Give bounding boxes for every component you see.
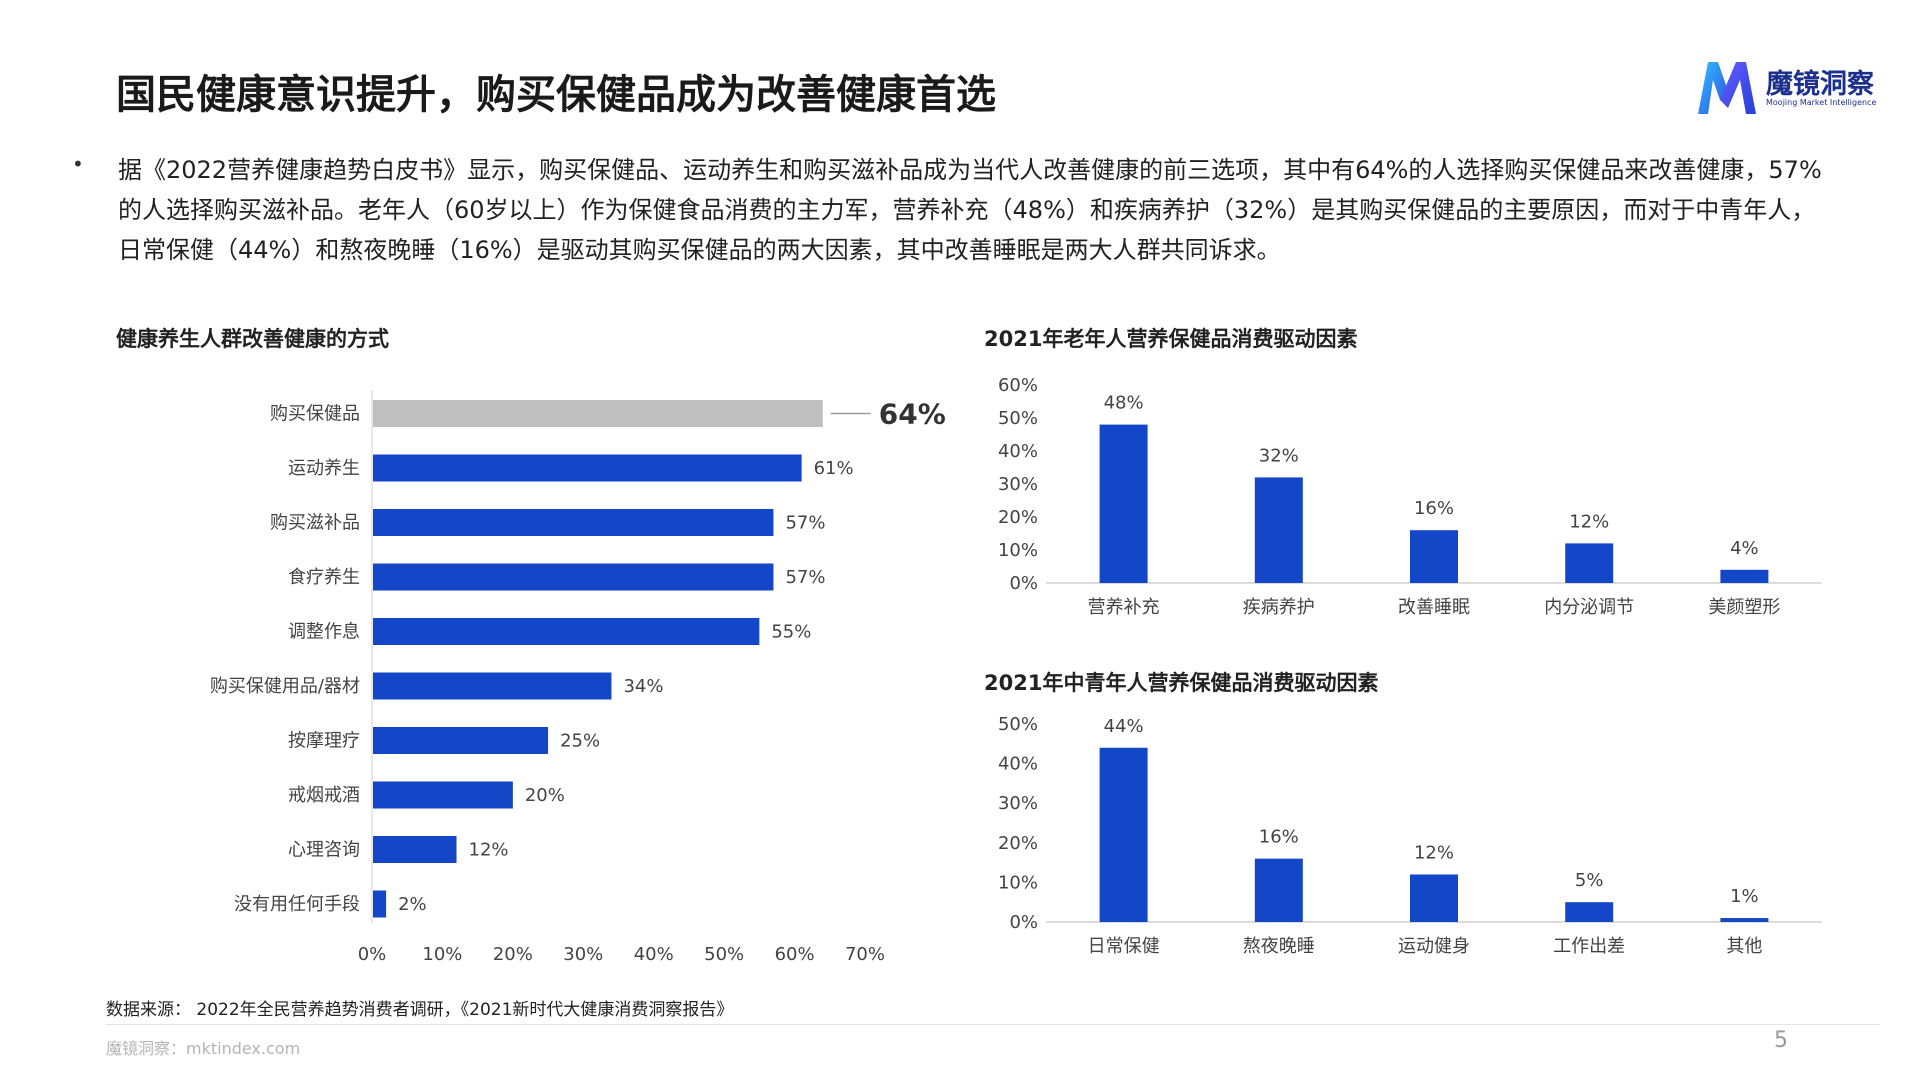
data-label: 32%	[1259, 445, 1299, 466]
bar	[1254, 858, 1303, 922]
category-label: 其他	[1726, 936, 1762, 957]
logo-subtitle: Moojing Market Intelligence	[1766, 98, 1877, 107]
data-label: 34%	[623, 676, 663, 697]
data-label: 48%	[1104, 393, 1144, 414]
bar	[373, 836, 457, 863]
x-tick-label: 0%	[358, 944, 387, 965]
bar	[1254, 477, 1303, 583]
category-label: 心理咨询	[288, 840, 360, 861]
data-label: 57%	[785, 513, 825, 534]
category-label: 美颜塑形	[1708, 597, 1780, 618]
data-label: 20%	[525, 785, 565, 806]
footer-divider	[106, 1024, 1880, 1025]
bar	[373, 563, 774, 591]
category-label: 运动健身	[1398, 936, 1470, 957]
category-label: 戒烟戒酒	[288, 785, 360, 806]
bar	[373, 890, 387, 918]
data-label: 12%	[1414, 842, 1454, 863]
bar	[373, 454, 802, 482]
category-label: 运动养生	[288, 458, 360, 479]
x-tick-label: 20%	[493, 944, 533, 965]
category-label: 按摩理疗	[288, 731, 360, 752]
x-tick-label: 70%	[845, 944, 885, 965]
y-tick-label: 60%	[998, 375, 1038, 396]
x-tick-label: 30%	[563, 944, 603, 965]
y-tick-label: 20%	[998, 833, 1038, 854]
y-tick-label: 10%	[998, 540, 1038, 561]
category-label: 调整作息	[288, 622, 360, 643]
bar	[1565, 543, 1614, 583]
y-tick-label: 50%	[998, 714, 1038, 735]
category-label: 日常保健	[1088, 936, 1160, 957]
data-label: 12%	[1569, 511, 1609, 532]
y-tick-label: 20%	[998, 507, 1038, 528]
data-label: 4%	[1730, 538, 1759, 559]
category-label: 购买滋补品	[270, 513, 360, 534]
data-label: 61%	[814, 458, 854, 479]
summary-paragraph: 据《2022营养健康趋势白皮书》显示，购买保健品、运动养生和购买滋补品成为当代人…	[118, 156, 1822, 264]
data-label: 64%	[879, 398, 946, 431]
page-title: 国民健康意识提升，购买保健品成为改善健康首选	[116, 72, 996, 118]
y-tick-label: 0%	[1009, 573, 1038, 594]
y-tick-label: 10%	[998, 872, 1038, 893]
y-tick-label: 40%	[998, 754, 1038, 775]
page-number: 5	[1774, 1028, 1788, 1053]
bar	[373, 727, 549, 754]
data-label: 12%	[469, 840, 509, 861]
y-tick-label: 50%	[998, 408, 1038, 429]
data-label: 5%	[1575, 870, 1604, 891]
category-label: 购买保健用品/器材	[210, 676, 360, 697]
data-label: 1%	[1730, 886, 1759, 907]
footer-website: 魔镜洞察：mktindex.com	[106, 1039, 301, 1058]
chart-title-young: 2021年中青年人营养保健品消费驱动因素	[984, 671, 1379, 695]
category-label: 熬夜晚睡	[1243, 936, 1315, 957]
category-label: 食疗养生	[288, 567, 360, 588]
bullet-marker: •	[72, 152, 84, 176]
bar	[373, 781, 513, 809]
category-label: 营养补充	[1088, 597, 1160, 618]
x-tick-label: 60%	[775, 944, 815, 965]
category-label: 没有用任何手段	[234, 894, 360, 915]
bar	[1720, 569, 1769, 583]
data-label: 55%	[771, 622, 811, 643]
brand-logo: 魔镜洞察 Moojing Market Intelligence	[1694, 58, 1884, 118]
bar	[1410, 874, 1458, 922]
x-tick-label: 40%	[634, 944, 674, 965]
chart-title-methods: 健康养生人群改善健康的方式	[116, 327, 389, 351]
x-tick-label: 50%	[704, 944, 744, 965]
data-label: 16%	[1259, 827, 1299, 848]
category-label: 购买保健品	[270, 404, 360, 425]
bar	[373, 400, 823, 427]
data-label: 2%	[398, 894, 427, 915]
data-label: 16%	[1414, 498, 1454, 519]
bar	[1720, 918, 1769, 922]
data-label: 57%	[785, 567, 825, 588]
moojing-m-logo-icon	[1698, 62, 1756, 114]
category-label: 内分泌调节	[1544, 597, 1634, 618]
data-label: 44%	[1104, 716, 1144, 737]
bar	[1099, 747, 1148, 922]
category-label: 工作出差	[1553, 936, 1625, 957]
bar	[373, 509, 774, 536]
logo-name: 魔镜洞察	[1766, 69, 1874, 100]
bar	[1099, 424, 1148, 583]
data-source-note: 数据来源： 2022年全民营养趋势消费者调研，《2021新时代大健康消费洞察报告…	[106, 1000, 734, 1020]
x-tick-label: 10%	[422, 944, 462, 965]
bar	[373, 618, 760, 645]
category-label: 疾病养护	[1243, 597, 1315, 618]
bar	[373, 672, 612, 700]
bar	[1565, 902, 1614, 922]
category-label: 改善睡眠	[1398, 597, 1470, 618]
chart-title-elderly: 2021年老年人营养保健品消费驱动因素	[984, 327, 1358, 351]
bar	[1410, 530, 1458, 583]
data-label: 25%	[560, 731, 600, 752]
y-tick-label: 40%	[998, 441, 1038, 462]
y-tick-label: 30%	[998, 793, 1038, 814]
y-tick-label: 0%	[1009, 912, 1038, 933]
y-tick-label: 30%	[998, 474, 1038, 495]
